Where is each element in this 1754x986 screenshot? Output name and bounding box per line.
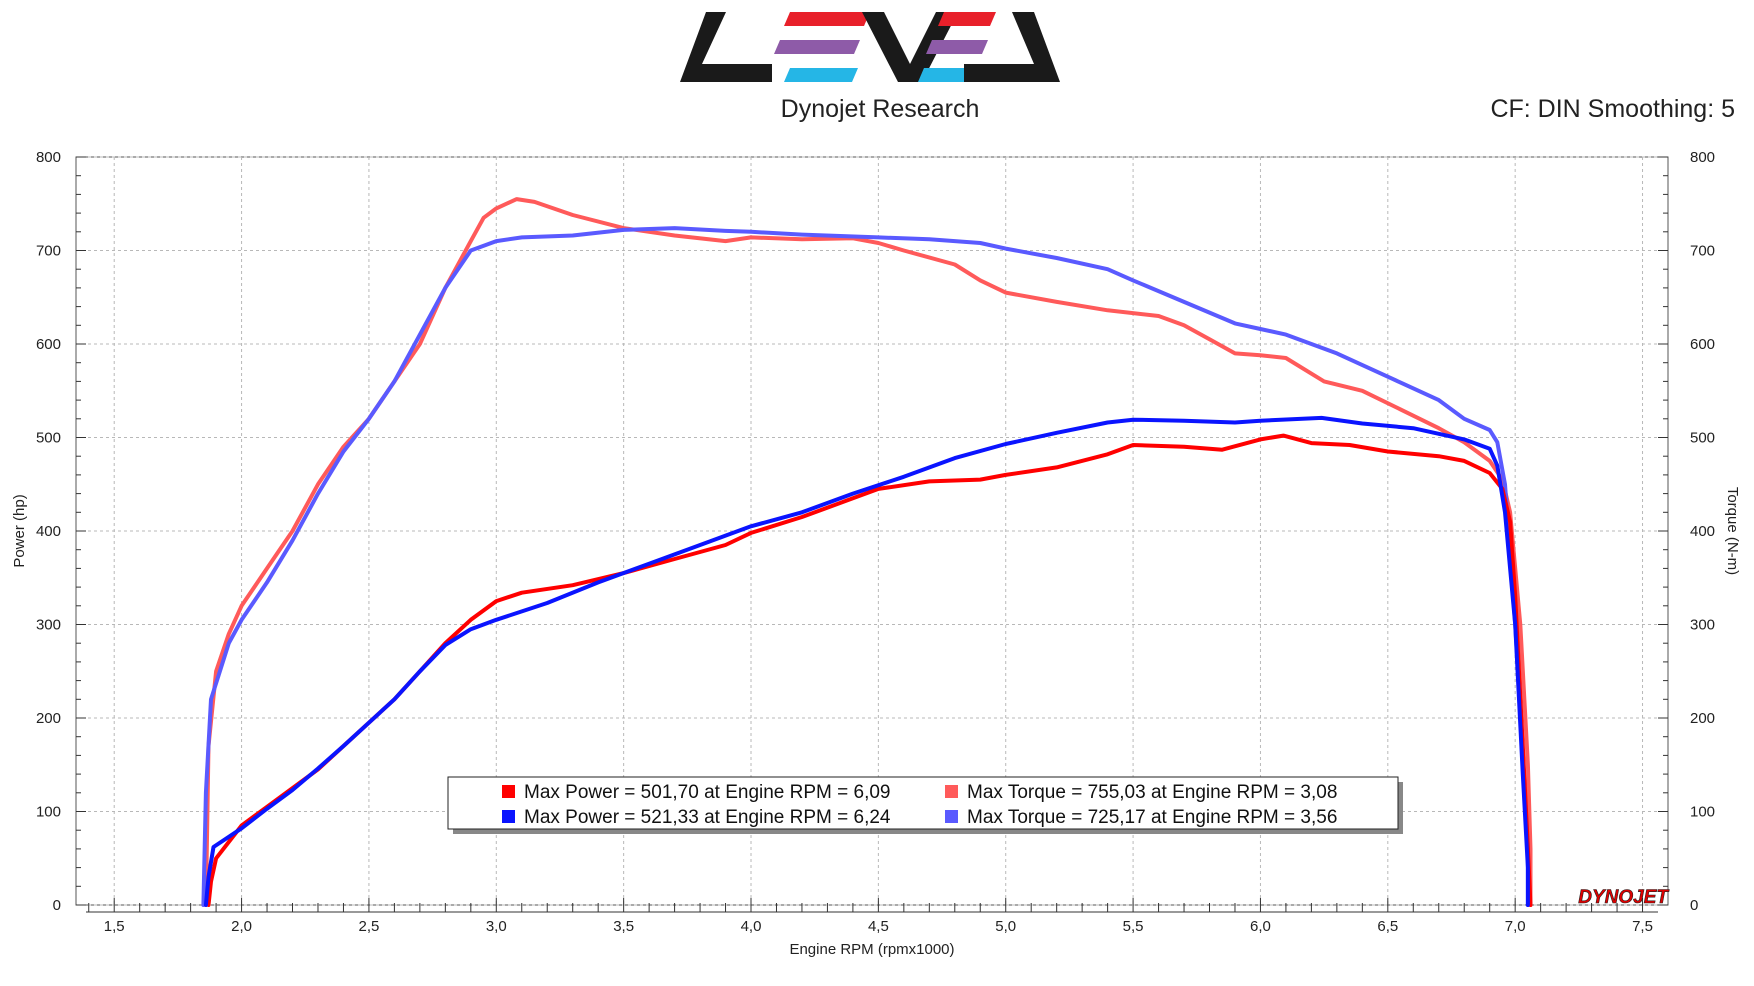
x-tick-label: 2,0 [231, 918, 252, 935]
x-tick-label: 2,5 [358, 918, 379, 935]
legend-swatch [502, 810, 515, 823]
logo-stripe-red-2 [938, 12, 996, 26]
y-tick-label-right: 200 [1690, 710, 1715, 727]
series-line-4 [203, 415, 1530, 907]
y-tick-label-right: 400 [1690, 523, 1715, 540]
series-line-2 [201, 226, 1530, 907]
y-tick-label-right: 600 [1690, 336, 1715, 353]
y-tick-label-left: 200 [36, 710, 61, 727]
legend-label: Max Torque = 755,03 at Engine RPM = 3,08 [967, 782, 1337, 803]
y-axis-title-left: Power (hp) [11, 494, 28, 567]
y-tick-label-left: 500 [36, 430, 61, 447]
legend-box [447, 776, 1399, 830]
logo-stripe-purple-2 [926, 40, 988, 54]
legend-label: Max Torque = 725,17 at Engine RPM = 3,56 [967, 807, 1337, 828]
y-tick-label-left: 600 [36, 336, 61, 353]
logo-letter-v [862, 12, 958, 82]
y-tick-label-left: 400 [36, 523, 61, 540]
logo-letter-l-reversed [964, 12, 1060, 82]
x-tick-label: 6,0 [1250, 918, 1271, 935]
x-tick-label: 1,5 [104, 918, 125, 935]
y-tick-label-left: 0 [53, 897, 61, 914]
y-tick-label-right: 500 [1690, 430, 1715, 447]
logo-stripe-purple-1 [774, 40, 860, 54]
legend-swatch [502, 785, 515, 798]
legend-label: Max Power = 521,33 at Engine RPM = 6,24 [524, 807, 891, 828]
y-tick-label-right: 0 [1690, 897, 1698, 914]
x-axis-title: Engine RPM (rpmx1000) [789, 941, 954, 958]
logo-stripe-cyan-1 [784, 68, 858, 82]
y-tick-label-right: 800 [1690, 149, 1715, 166]
y-tick-label-left: 300 [36, 617, 61, 634]
logo-stripe-red-1 [784, 12, 870, 26]
x-tick-label: 6,5 [1377, 918, 1398, 935]
y-tick-label-right: 100 [1690, 804, 1715, 821]
legend: Max Power = 501,70 at Engine RPM = 6,09 M… [447, 776, 1403, 834]
x-tick-label: 3,5 [613, 918, 634, 935]
y-axis-title-right: Torque (N-m) [1724, 487, 1741, 575]
series-layer [201, 197, 1533, 907]
x-tick-label: 4,0 [741, 918, 762, 935]
x-tick-label: 5,0 [995, 918, 1016, 935]
grid-lines [76, 156, 1668, 906]
header-settings: CF: DIN Smoothing: 5 [1490, 95, 1735, 123]
level-logo [680, 12, 1060, 82]
legend-swatch [945, 810, 958, 823]
header-subtitle: Dynojet Research [781, 95, 980, 123]
x-tick-label: 7,5 [1632, 918, 1653, 935]
logo-letter-l [680, 12, 772, 82]
y-tick-label-left: 100 [36, 804, 61, 821]
axes: 1,5 2,0 2,5 3,0 3,5 4,0 4,5 5,0 5,5 6,0 6,5 7,0 7,5 0… [36, 149, 1715, 935]
legend-label: Max Power = 501,70 at Engine RPM = 6,09 [524, 782, 891, 803]
x-tick-label: 3,0 [486, 918, 507, 935]
x-tick-label: 4,5 [868, 918, 889, 935]
series-line-1 [203, 197, 1533, 907]
x-tick-label: 5,5 [1123, 918, 1144, 935]
y-tick-label-left: 700 [36, 243, 61, 260]
y-tick-label-right: 300 [1690, 617, 1715, 634]
y-tick-label-left: 800 [36, 149, 61, 166]
legend-swatch [945, 785, 958, 798]
y-tick-label-right: 700 [1690, 243, 1715, 260]
dynojet-watermark: DYNOJET [1578, 887, 1669, 908]
x-tick-label: 7,0 [1505, 918, 1526, 935]
